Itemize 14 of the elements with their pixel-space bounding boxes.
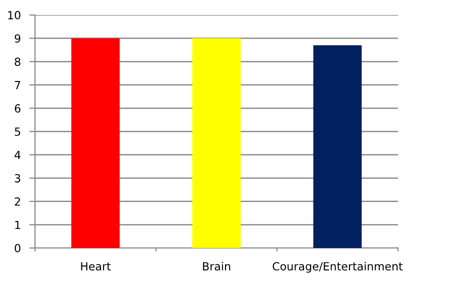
y-tick-label: 8 bbox=[14, 58, 20, 66]
y-tick-label: 2 bbox=[14, 197, 20, 206]
y-tick-label: 6 bbox=[14, 104, 20, 113]
x-tick-label: Courage/Entertainment bbox=[272, 262, 403, 273]
y-tick-label: 3 bbox=[14, 174, 20, 182]
y-tick-label: 10 bbox=[8, 10, 20, 20]
x-tick-label: Brain bbox=[203, 262, 230, 270]
y-tick-label: 7 bbox=[14, 81, 20, 90]
y-tick-label: 4 bbox=[14, 150, 20, 160]
y-tick-label: 1 bbox=[15, 220, 20, 229]
y-tick-label: 9 bbox=[14, 34, 20, 43]
x-tick-label: Heart bbox=[81, 262, 111, 270]
y-tick-label: 5 bbox=[14, 128, 20, 136]
y-tick-label: 0 bbox=[14, 244, 20, 252]
